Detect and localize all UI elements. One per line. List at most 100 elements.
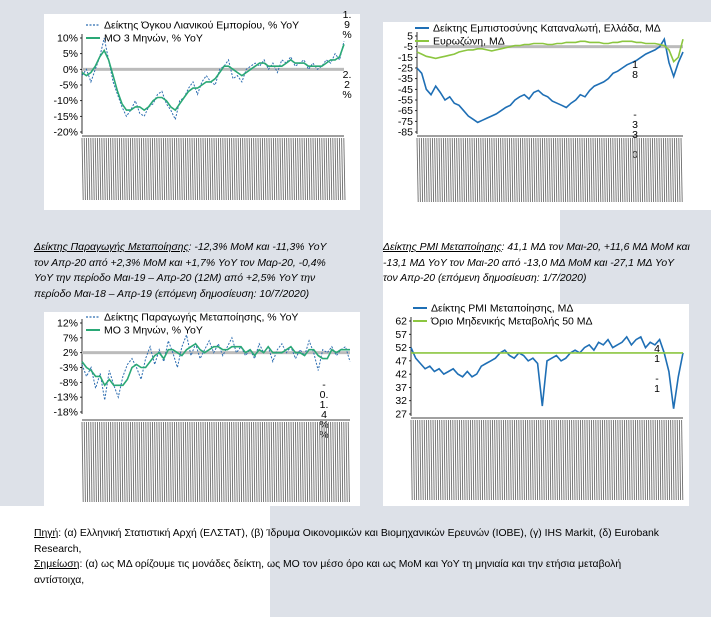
x-tick-label-glyph xyxy=(546,137,549,203)
x-tick-label-glyph xyxy=(601,137,604,203)
source-note: Πηγή: (α) Ελληνική Στατιστική Αρχή (ΕΛΣΤ… xyxy=(34,526,710,557)
x-tick-label-glyph xyxy=(158,421,161,503)
x-tick-label-glyph xyxy=(555,419,558,501)
x-tick-label-glyph xyxy=(519,137,523,203)
x-tick-label-glyph xyxy=(217,137,221,201)
x-tick-label-glyph xyxy=(511,137,514,203)
series-line-0 xyxy=(81,333,351,401)
x-tick-label-glyph xyxy=(160,421,163,503)
x-tick-label-glyph xyxy=(242,421,245,503)
x-tick-label-glyph xyxy=(127,137,130,201)
x-tick-label-glyph xyxy=(202,137,205,201)
x-tick-label-glyph xyxy=(292,421,295,503)
y-tick-label: -5% xyxy=(59,80,78,92)
x-tick-label-glyph xyxy=(321,421,324,503)
series-line-0 xyxy=(410,335,684,409)
x-tick-label-glyph xyxy=(462,137,465,203)
x-tick-label-glyph xyxy=(264,421,267,503)
x-tick-label-glyph xyxy=(472,419,475,501)
x-tick-label-glyph xyxy=(429,137,432,203)
y-tick-label: -65 xyxy=(398,105,413,117)
x-tick-label-glyph xyxy=(195,421,199,503)
x-tick-label-glyph xyxy=(118,421,122,503)
side-annotation-char: 1 xyxy=(654,383,660,395)
x-tick-label-glyph xyxy=(577,137,580,203)
x-tick-label-glyph xyxy=(680,137,683,203)
x-tick-label-glyph xyxy=(138,421,141,503)
x-tick-label-glyph xyxy=(169,421,172,503)
x-tick-label-glyph xyxy=(112,421,115,503)
x-tick-label-glyph xyxy=(312,137,315,201)
side-annotation-char: 3 xyxy=(632,129,638,141)
x-tick-label-glyph xyxy=(506,137,509,203)
x-tick-label-glyph xyxy=(458,419,462,501)
x-tick-label-glyph xyxy=(336,421,339,503)
x-tick-label-glyph xyxy=(491,137,494,203)
x-tick-label-glyph xyxy=(231,421,234,503)
x-tick-label-glyph xyxy=(645,137,648,203)
x-tick-label-glyph xyxy=(574,137,578,203)
x-tick-label-glyph xyxy=(577,419,580,501)
x-tick-label-glyph xyxy=(321,137,324,201)
x-tick-label-glyph xyxy=(583,137,586,203)
x-tick-label-glyph xyxy=(114,137,117,201)
x-tick-label-glyph xyxy=(343,137,346,201)
x-tick-label-glyph xyxy=(281,421,284,503)
x-tick-label-glyph xyxy=(621,419,624,501)
x-tick-label-glyph xyxy=(132,421,135,503)
x-tick-label-glyph xyxy=(239,421,243,503)
x-tick-label-glyph xyxy=(496,419,499,501)
x-tick-label-glyph xyxy=(612,419,616,501)
x-tick-label-glyph xyxy=(618,137,622,203)
x-tick-label-glyph xyxy=(347,421,350,503)
x-tick-label-glyph xyxy=(211,137,214,201)
x-tick-label-glyph xyxy=(158,137,161,201)
x-tick-label-glyph xyxy=(681,419,684,501)
x-tick-label-glyph xyxy=(526,137,529,203)
x-tick-label-glyph xyxy=(83,421,86,503)
x-tick-label-glyph xyxy=(439,419,442,501)
x-tick-label-glyph xyxy=(550,137,553,203)
x-tick-label-glyph xyxy=(167,421,170,503)
x-tick-label-glyph xyxy=(474,419,477,501)
x-tick-label-glyph xyxy=(656,137,659,203)
x-tick-label-glyph xyxy=(461,419,464,501)
x-tick-label-glyph xyxy=(627,137,630,203)
x-tick-label-glyph xyxy=(443,419,446,501)
x-tick-label-glyph xyxy=(308,421,311,503)
x-tick-label-glyph xyxy=(286,421,289,503)
consumer-confidence-chart: 5-5-15-25-35-45-55-65-75-85 Δείκτης Εμπισ… xyxy=(398,23,684,203)
x-tick-label-glyph xyxy=(228,137,232,201)
y-tick-label: -8% xyxy=(59,377,78,389)
y-tick-label: 5% xyxy=(63,48,78,60)
x-tick-label-glyph xyxy=(105,137,108,201)
y-tick-label: -20% xyxy=(53,127,78,139)
x-tick-label-glyph xyxy=(272,421,276,503)
x-tick-label-glyph xyxy=(511,419,514,501)
x-tick-label-glyph xyxy=(259,421,262,503)
y-tick-label: 42 xyxy=(395,369,407,381)
x-tick-label-glyph xyxy=(601,419,605,501)
x-tick-label-glyph xyxy=(637,419,640,501)
x-tick-label-glyph xyxy=(334,421,337,503)
y-tick-label: 37 xyxy=(395,382,407,394)
x-tick-label-glyph xyxy=(94,137,97,201)
x-tick-label-glyph xyxy=(336,137,339,201)
x-tick-label-glyph xyxy=(610,419,613,501)
x-tick-label-glyph xyxy=(436,419,440,501)
x-tick-label-glyph xyxy=(662,137,666,203)
x-tick-label-glyph xyxy=(270,137,273,201)
side-annotation-char: - xyxy=(633,109,637,121)
x-tick-label-glyph xyxy=(619,419,622,501)
x-tick-label-glyph xyxy=(140,137,144,201)
x-tick-label-glyph xyxy=(268,421,271,503)
x-tick-label-glyph xyxy=(204,421,207,503)
x-tick-label-glyph xyxy=(581,137,584,203)
x-tick-label-glyph xyxy=(568,137,571,203)
x-tick-label-glyph xyxy=(147,421,150,503)
x-tick-label-glyph xyxy=(96,137,100,201)
x-tick-label-glyph xyxy=(605,137,608,203)
x-tick-label-glyph xyxy=(604,419,607,501)
zero-reference-band xyxy=(417,45,683,49)
x-tick-label-glyph xyxy=(476,419,479,501)
